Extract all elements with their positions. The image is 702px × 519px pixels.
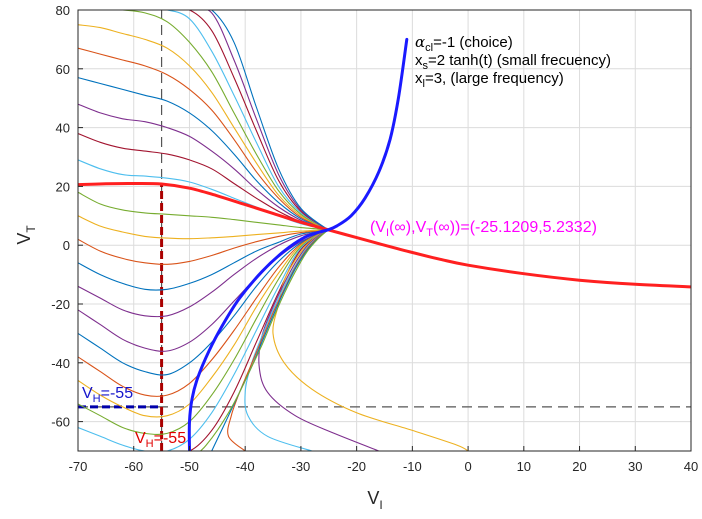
x-tick-label: 40 — [684, 459, 698, 474]
y-tick-label: 60 — [56, 62, 70, 77]
annotation-vh-blue: VH=-55 — [82, 385, 133, 405]
series-line-9 — [78, 229, 329, 318]
x-axis-label: VI — [367, 488, 382, 512]
annotation-alpha: αcl=-1 (choice) — [415, 33, 513, 54]
x-tick-label: -50 — [180, 459, 199, 474]
y-tick-label: -60 — [51, 415, 70, 430]
series-line-26 — [258, 229, 380, 451]
y-tick-labels: -60 -40 -20 0 20 40 60 80 — [51, 3, 83, 430]
series-line-7 — [78, 229, 329, 451]
annotation-vh-red: VH=-55 — [135, 430, 186, 450]
y-tick-label: 0 — [63, 238, 70, 253]
series-line-18 — [78, 47, 329, 231]
series-line-16 — [78, 103, 329, 231]
plot-area-background — [78, 10, 691, 451]
annotation-xs: xs=2 tanh(t) (small frecuency) — [415, 52, 611, 72]
series-line-6 — [78, 229, 329, 436]
y-tick-label: 80 — [56, 3, 70, 18]
main-series-line-1 — [187, 37, 409, 451]
series-line-15 — [78, 132, 329, 231]
series-line-22 — [149, 10, 329, 231]
annotation-xl: xl=3, (large frequency) — [415, 70, 564, 90]
series-line-19 — [78, 24, 329, 231]
x-tick-label: -40 — [236, 459, 255, 474]
series-line-5 — [78, 229, 329, 418]
series-line-12 — [78, 215, 329, 240]
series-line-13 — [78, 191, 329, 231]
series-line-17 — [78, 77, 329, 231]
x-tick-label: -70 — [69, 459, 88, 474]
series-line-10 — [78, 229, 329, 291]
series-line-29 — [211, 229, 329, 451]
y-tick-label: 20 — [56, 179, 70, 194]
y-tick-label: 40 — [56, 121, 70, 136]
x-tick-label: 10 — [517, 459, 531, 474]
annotation-limit-point: (VI(∞),VT(∞))=(-25.1209,5.2332) — [370, 219, 597, 239]
y-axis-label: VT — [14, 225, 38, 245]
series-line-27 — [244, 229, 329, 451]
series-line-28 — [227, 229, 329, 451]
series-line-11 — [78, 229, 329, 265]
x-tick-labels: -70 -60 -50 -40 -30 -20 -10 0 10 20 30 40 — [69, 446, 698, 474]
series-line-20 — [99, 10, 329, 231]
y-tick-label: -20 — [51, 297, 70, 312]
x-tick-label: -20 — [347, 459, 366, 474]
series-line-3 — [78, 229, 329, 376]
x-tick-label: -60 — [124, 459, 143, 474]
plot-frame — [77, 9, 692, 452]
series-line-21 — [122, 10, 329, 231]
y-tick-label: -40 — [51, 356, 70, 371]
reference-lines — [78, 10, 691, 451]
x-tick-label: 0 — [464, 459, 471, 474]
series-line-23 — [172, 10, 329, 231]
series-line-30 — [200, 229, 329, 451]
x-tick-label: 20 — [572, 459, 586, 474]
x-tick-label: 30 — [628, 459, 642, 474]
x-tick-label: -10 — [403, 459, 422, 474]
main-curves — [78, 37, 691, 451]
x-tick-label: -30 — [292, 459, 311, 474]
series-line-25 — [272, 229, 469, 451]
